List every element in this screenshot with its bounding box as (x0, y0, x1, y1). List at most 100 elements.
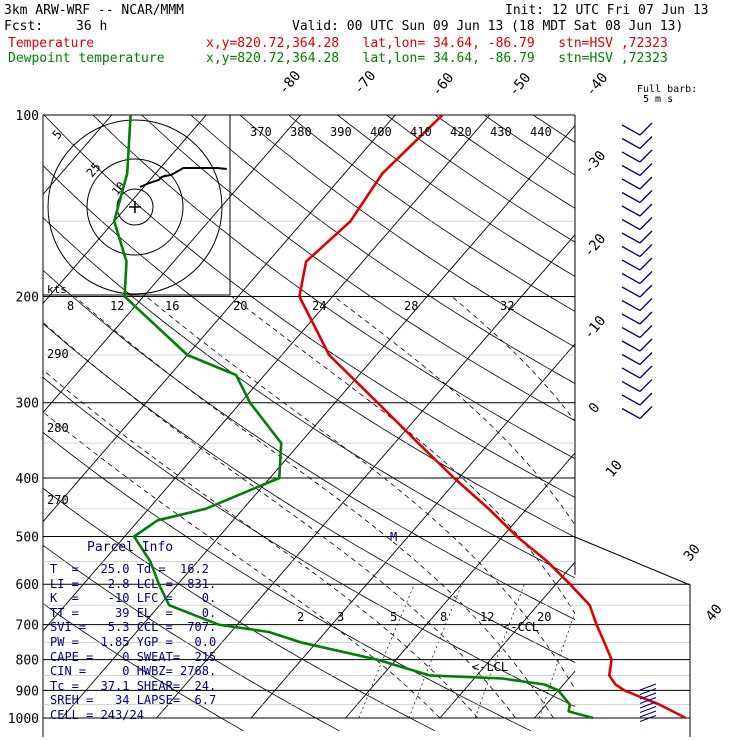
mixing-line-5 (474, 584, 525, 719)
init-time: Init: 12 UTC Fri 07 Jun 13 (505, 3, 709, 18)
hodo-speed-label-0: 5 (50, 127, 65, 142)
hodo-axis-8: 8 (67, 299, 74, 313)
mixing-label-8: 8 (440, 610, 447, 624)
wind-barb-0 (621, 122, 653, 136)
temperature-location: x,y=820.72,364.28 lat,lon= 34.64, -86.79… (206, 36, 668, 51)
wind-barb-1 (621, 136, 653, 150)
parcel-row-8: Tc = 37.1 SHEAR= 24. (50, 678, 217, 693)
wind-barb-9 (621, 244, 653, 258)
theta-side-label-270: 270 (47, 493, 69, 507)
isotherm-0 (439, 561, 575, 719)
barb-legend-title: Full barb: (637, 84, 698, 95)
dry-adiabat-430 (483, 115, 575, 176)
parcel-row-10: CELL = 243/24 (50, 708, 144, 722)
wind-barb-low-7 (639, 714, 657, 723)
valid-time: Valid: 00 UTC Sun 09 Jun 13 (18 MDT Sat … (292, 19, 684, 34)
wind-barb-low-1 (639, 687, 657, 696)
isotherm-label--60: -60 (429, 70, 458, 100)
wind-barb-low-0 (639, 683, 657, 691)
hodo-speed-label-1: 25 (84, 160, 104, 180)
dry-adiabat-310 (43, 269, 575, 621)
isotherm--10 (345, 452, 575, 719)
moist-adiabat-20 (231, 296, 575, 615)
hodograph-trace (139, 167, 227, 188)
dry-adiabat-460 (631, 115, 740, 731)
moist-adiabat-32 (571, 296, 575, 301)
theta-side-label-280: 280 (47, 421, 69, 435)
hodograph-frame (42, 114, 231, 296)
parcel-row-4: SVI = 5.3 CCL = 707. (50, 620, 217, 635)
dry-adiabat-250 (43, 603, 244, 732)
theta-label-440: 440 (530, 125, 552, 139)
parcel-row-2: K = -10 LFC = 0. (50, 591, 217, 606)
wind-barb-11 (621, 271, 653, 285)
moist-adiabat-28 (451, 296, 575, 422)
pressure-label-1000: 1000 (8, 712, 39, 727)
dewpoint-location: x,y=820.72,364.28 lat,lon= 34.64, -86.79… (206, 51, 668, 66)
wind-barb-6 (621, 203, 653, 217)
wind-barb-21 (621, 406, 653, 420)
wind-barb-17 (621, 352, 653, 366)
hodo-ring-2 (47, 119, 223, 295)
pressure-label-600: 600 (16, 578, 39, 593)
mixing-line-20 (674, 584, 712, 718)
dry-adiabat-290 (43, 376, 575, 707)
wind-barb-low-6 (639, 710, 657, 718)
pressure-label-500: 500 (16, 530, 39, 545)
parcel-row-7: CIN = 0 HWBZ= 2768. (50, 664, 217, 679)
hodo-axis-12: 12 (110, 299, 124, 313)
isotherm-label-40: 40 (703, 601, 726, 624)
lower-right-edge (574, 536, 691, 737)
mixing-label-5: 5 (390, 610, 397, 624)
wind-barb-5 (621, 190, 653, 204)
isotherm-label-30: 30 (681, 541, 704, 564)
wind-barb-15 (621, 325, 653, 339)
hodo-ring-1 (86, 158, 184, 256)
isotherm-label--50: -50 (506, 70, 535, 100)
moist-adiabat-24 (333, 296, 575, 526)
isotherm--30 (156, 234, 575, 719)
mixing-label-20: 20 (537, 610, 551, 624)
wind-barb-8 (621, 230, 653, 244)
isotherm--50 (43, 115, 491, 632)
hodo-axis-16: 16 (165, 299, 179, 313)
isotherm-label--20: -20 (581, 231, 610, 261)
parcel-row-6: CAPE = 0 SWEAT= 215 (50, 649, 217, 664)
mixing-label-3: 3 (337, 610, 344, 624)
theta-side-label-290: 290 (47, 347, 69, 361)
isotherm-label--40: -40 (583, 70, 612, 100)
hodo-axis-32: 32 (500, 299, 514, 313)
wind-barb-18 (621, 365, 653, 379)
dry-adiabat-360 (141, 115, 575, 422)
wind-barb-14 (621, 311, 653, 325)
theta-label-380: 380 (290, 125, 312, 139)
isotherm--60 (43, 115, 396, 523)
parcel-row-5: PW = 1.85 YGP = 0.0 (50, 635, 217, 649)
dry-adiabat-270 (43, 487, 436, 732)
theta-label-390: 390 (330, 125, 352, 139)
theta-label-400: 400 (370, 125, 392, 139)
hodo-axis-20: 20 (233, 299, 247, 313)
wind-barb-low-4 (639, 701, 657, 709)
isotherm-20 (629, 115, 740, 718)
hodo-axis-24: 24 (312, 299, 326, 313)
dry-adiabat-330 (43, 164, 575, 538)
theta-label-430: 430 (490, 125, 512, 139)
isotherm-label--30: -30 (581, 148, 610, 178)
mixing-line-8 (538, 611, 575, 719)
mixing-label-12: 12 (480, 610, 494, 624)
pressure-label-900: 900 (16, 684, 39, 699)
hodo-axis-kts: kts (47, 283, 67, 296)
theta-label-370: 370 (250, 125, 272, 139)
wind-barb-low-3 (639, 696, 657, 705)
fcst-label: Fcst: (4, 19, 44, 34)
wind-barb-20 (621, 392, 653, 406)
mixing-line-12 (597, 584, 639, 718)
ccl-label: <-CCL (503, 620, 539, 634)
isotherm-30 (724, 115, 740, 718)
dry-adiabat-440 (532, 115, 575, 143)
isotherm-label--10: -10 (581, 313, 610, 343)
mixing-line-2 (358, 584, 415, 719)
wind-barb-low-5 (639, 705, 657, 714)
lcl-label: <-LCL (472, 660, 508, 674)
